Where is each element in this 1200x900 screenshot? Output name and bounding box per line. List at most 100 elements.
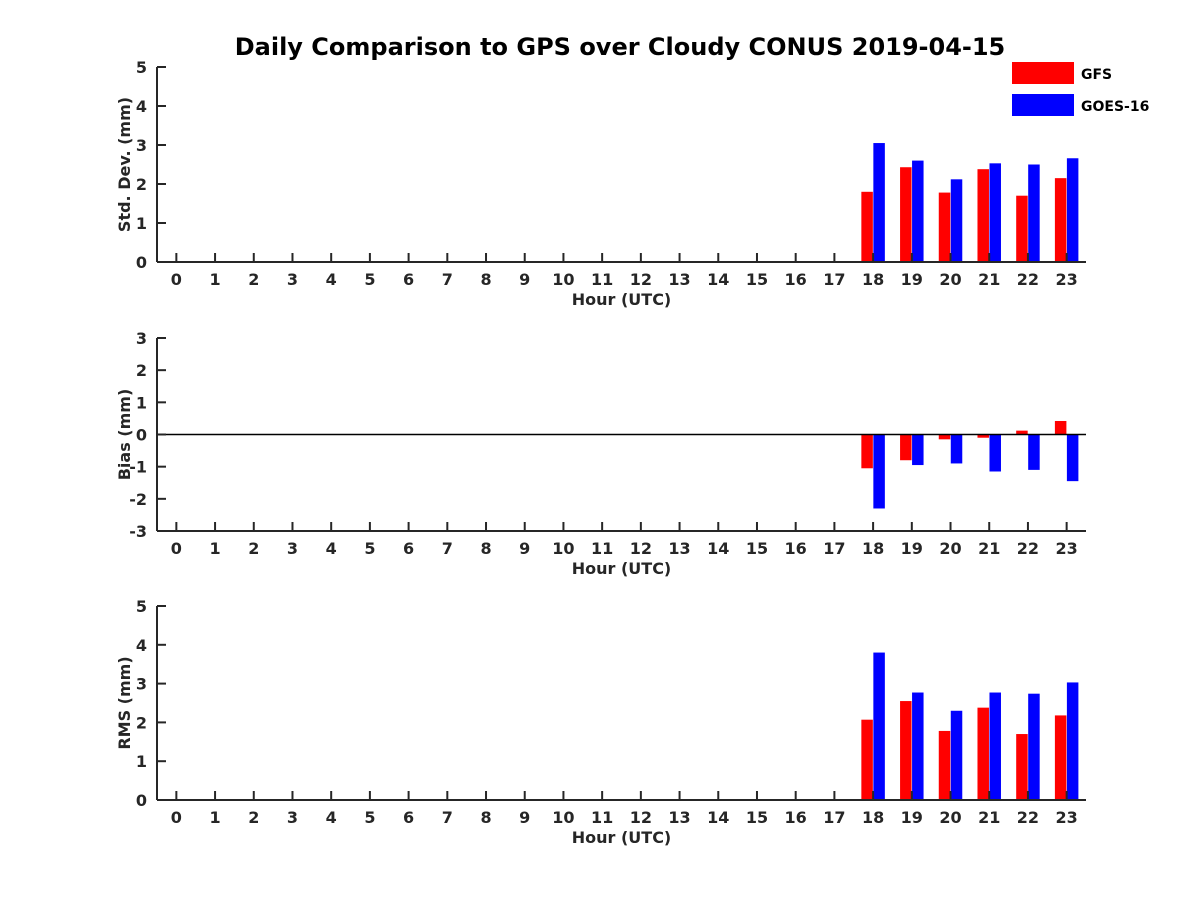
x-tick-label: 17 xyxy=(823,270,845,289)
x-tick-label: 21 xyxy=(978,808,1000,827)
chart-title: Daily Comparison to GPS over Cloudy CONU… xyxy=(235,33,1006,61)
x-tick-label: 23 xyxy=(1056,539,1078,558)
x-tick-label: 8 xyxy=(480,539,491,558)
y-axis-label: Std. Dev. (mm) xyxy=(115,97,134,232)
y-axis-label: Bias (mm) xyxy=(115,389,134,481)
y-tick-label: 2 xyxy=(136,361,147,380)
bar-goes-16-hour-20 xyxy=(950,710,963,800)
bar-goes-16-hour-23 xyxy=(1066,158,1079,262)
bar-gfs-hour-20 xyxy=(938,730,951,800)
x-tick-label: 13 xyxy=(668,270,690,289)
bar-goes-16-hour-19 xyxy=(912,434,924,466)
x-tick-label: 7 xyxy=(442,808,453,827)
x-tick-label: 9 xyxy=(519,539,530,558)
x-tick-label: 12 xyxy=(630,539,652,558)
x-axis-label: Hour (UTC) xyxy=(572,828,672,847)
legend: GFS GOES-16 xyxy=(1012,62,1149,116)
x-tick-label: 17 xyxy=(823,808,845,827)
x-tick-label: 23 xyxy=(1056,808,1078,827)
x-tick-label: 8 xyxy=(480,270,491,289)
x-tick-label: 15 xyxy=(746,808,768,827)
bar-gfs-hour-22 xyxy=(1016,734,1028,800)
x-tick-label: 11 xyxy=(591,539,613,558)
bar-goes-16-hour-19 xyxy=(912,160,924,262)
bar-goes-16-hour-20 xyxy=(950,434,963,464)
y-tick-label: 5 xyxy=(136,58,147,77)
x-tick-label: 22 xyxy=(1017,808,1039,827)
x-tick-label: 10 xyxy=(552,808,574,827)
bar-goes-16-hour-18 xyxy=(873,652,885,800)
x-tick-label: 14 xyxy=(707,539,729,558)
x-tick-label: 3 xyxy=(287,808,298,827)
y-tick-label: 3 xyxy=(136,675,147,694)
bar-goes-16-hour-19 xyxy=(912,692,924,800)
y-tick-label: 0 xyxy=(136,791,147,810)
x-tick-label: 5 xyxy=(364,808,375,827)
y-tick-label: 3 xyxy=(136,136,147,155)
x-tick-label: 0 xyxy=(171,539,182,558)
x-tick-label: 15 xyxy=(746,270,768,289)
x-tick-label: 16 xyxy=(785,808,807,827)
x-tick-label: 18 xyxy=(862,270,884,289)
bar-gfs-hour-23 xyxy=(1054,420,1067,435)
x-tick-label: 6 xyxy=(403,539,414,558)
legend-swatch-gfs xyxy=(1012,62,1074,84)
x-tick-label: 20 xyxy=(939,808,961,827)
x-tick-label: 2 xyxy=(248,808,259,827)
legend-label-gfs: GFS xyxy=(1081,67,1112,83)
y-tick-label: 2 xyxy=(136,713,147,732)
x-tick-label: 12 xyxy=(630,808,652,827)
bar-gfs-hour-19 xyxy=(900,434,912,461)
bar-goes-16-hour-23 xyxy=(1066,434,1079,482)
x-tick-label: 22 xyxy=(1017,270,1039,289)
x-tick-label: 20 xyxy=(939,539,961,558)
bar-gfs-hour-19 xyxy=(900,167,912,262)
x-tick-label: 21 xyxy=(978,539,1000,558)
x-tick-label: 4 xyxy=(326,539,337,558)
x-tick-label: 11 xyxy=(591,808,613,827)
legend-label-goes-16: GOES-16 xyxy=(1081,99,1149,115)
x-tick-label: 16 xyxy=(785,270,807,289)
y-tick-label: 1 xyxy=(136,752,147,771)
x-tick-label: 3 xyxy=(287,539,298,558)
x-tick-label: 20 xyxy=(939,270,961,289)
y-tick-label: 3 xyxy=(136,329,147,348)
bar-gfs-hour-23 xyxy=(1054,178,1067,262)
y-tick-label: -3 xyxy=(129,522,147,541)
bar-gfs-hour-21 xyxy=(977,707,989,800)
x-tick-label: 5 xyxy=(364,270,375,289)
x-tick-label: 18 xyxy=(862,808,884,827)
x-tick-label: 21 xyxy=(978,270,1000,289)
x-tick-label: 1 xyxy=(209,808,220,827)
y-tick-label: 4 xyxy=(136,97,147,116)
x-tick-label: 1 xyxy=(209,539,220,558)
x-tick-label: 10 xyxy=(552,539,574,558)
bar-goes-16-hour-22 xyxy=(1028,434,1040,470)
bar-gfs-hour-21 xyxy=(977,169,989,262)
x-tick-label: 13 xyxy=(668,539,690,558)
bar-gfs-hour-18 xyxy=(861,434,873,469)
x-axis-label: Hour (UTC) xyxy=(572,290,672,309)
x-tick-label: 15 xyxy=(746,539,768,558)
y-tick-label: 0 xyxy=(136,253,147,272)
x-tick-label: 16 xyxy=(785,539,807,558)
x-tick-label: 2 xyxy=(248,539,259,558)
x-tick-label: 8 xyxy=(480,808,491,827)
bar-goes-16-hour-21 xyxy=(989,434,1001,472)
x-tick-label: 4 xyxy=(326,270,337,289)
bar-goes-16-hour-22 xyxy=(1028,164,1040,262)
bar-goes-16-hour-21 xyxy=(989,163,1001,262)
x-tick-label: 19 xyxy=(901,808,923,827)
bar-goes-16-hour-22 xyxy=(1028,693,1040,800)
x-tick-label: 7 xyxy=(442,270,453,289)
bar-goes-16-hour-18 xyxy=(873,143,885,262)
x-tick-label: 14 xyxy=(707,808,729,827)
bar-goes-16-hour-21 xyxy=(989,692,1001,800)
bar-gfs-hour-22 xyxy=(1016,430,1028,435)
x-tick-label: 13 xyxy=(668,808,690,827)
bar-gfs-hour-23 xyxy=(1054,715,1067,800)
y-tick-label: -2 xyxy=(129,490,147,509)
